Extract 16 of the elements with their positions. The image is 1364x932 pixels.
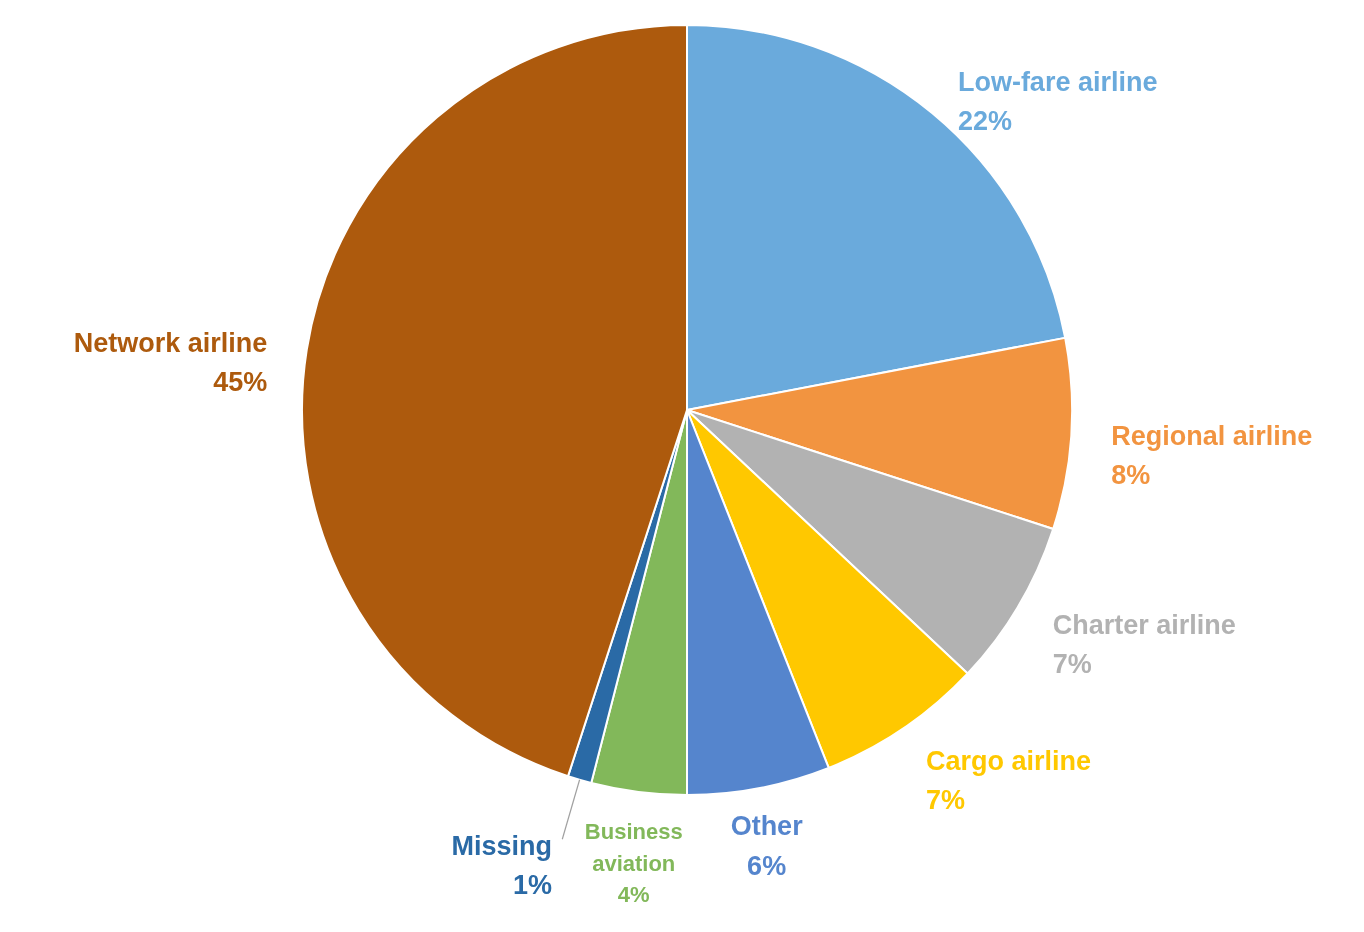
slice-label: Missing — [451, 830, 553, 861]
data-label: 22% — [957, 105, 1012, 136]
data-label: 45% — [213, 366, 268, 397]
slice-label: Cargo airline — [925, 745, 1091, 776]
slice-label: Network airline — [73, 327, 268, 358]
data-label: 7% — [925, 784, 965, 815]
slice-label: Regional airline — [1111, 420, 1313, 451]
slice-label: Other — [730, 811, 804, 842]
data-label: 1% — [513, 870, 553, 901]
data-label: 7% — [1052, 649, 1092, 680]
slice-label: Business aviation — [584, 818, 683, 876]
data-label: 8% — [1111, 459, 1151, 490]
slice-label: Low-fare airline — [957, 66, 1158, 97]
data-label: 4% — [617, 882, 650, 908]
data-label: 6% — [747, 850, 787, 881]
slice-label: Charter airline — [1052, 610, 1236, 641]
